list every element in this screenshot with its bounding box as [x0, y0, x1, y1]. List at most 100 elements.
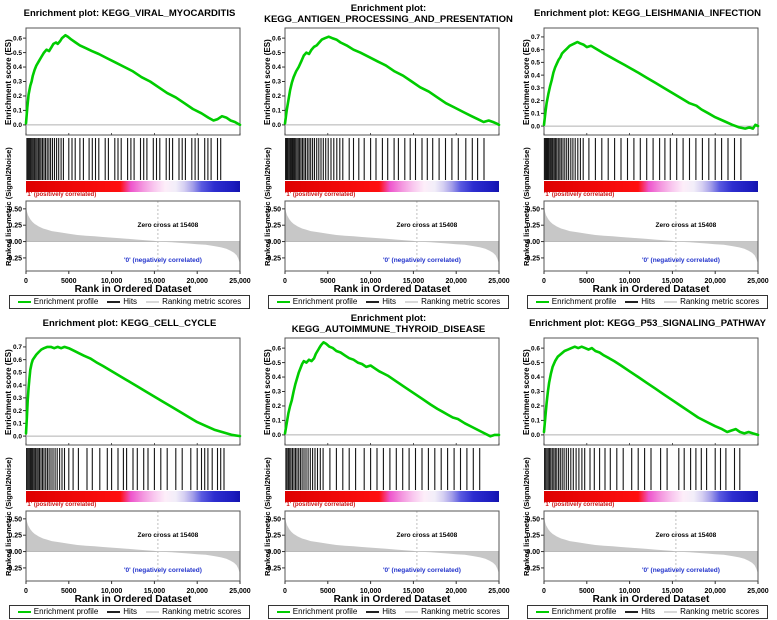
x-tick-label: 15,000	[144, 278, 166, 284]
enrichment-panel-kegg-autoimmune-thyroid-disease: Enrichment plot: KEGG_AUTOIMMUNE_THYROID_…	[259, 310, 518, 620]
legend-box: Enrichment profile Hits Ranking metric sco…	[267, 605, 510, 619]
legend-item-enrichment-profile: Enrichment profile	[276, 297, 357, 306]
metric-plot-frame	[543, 200, 759, 272]
es-y-tick-label: 0.3	[272, 79, 281, 86]
es-y-tick-label: 0.2	[13, 408, 22, 415]
legend-item-label: Enrichment profile	[551, 607, 617, 616]
panel-title: Enrichment plot: KEGG_VIRAL_MYOCARDITIS	[0, 0, 259, 27]
es-y-tick-label: 0.2	[272, 93, 281, 100]
legend: Enrichment profile Hits Ranking metric sco…	[0, 605, 259, 619]
x-tick-label: 25,000	[229, 278, 251, 284]
legend-line-swatch	[146, 300, 160, 303]
es-y-tick-label: 0.4	[272, 374, 281, 381]
metric-y-tick-label: 0.00	[267, 549, 281, 556]
phenotype-color-band	[544, 491, 758, 502]
es-y-tick-label: 0.5	[13, 50, 22, 57]
legend-item-label: Enrichment profile	[551, 297, 617, 306]
negatively-correlated-label: '0' (negatively correlated)	[383, 567, 461, 574]
es-y-tick-label: 0.1	[272, 108, 281, 115]
enrichment-panel-kegg-antigen-processing-and-presentation: Enrichment plot: KEGG_ANTIGEN_PROCESSING_…	[259, 0, 518, 310]
legend: Enrichment profile Hits Ranking metric sco…	[259, 605, 518, 619]
es-y-tick-label: 0.7	[13, 344, 22, 351]
legend-line-swatch	[146, 610, 160, 613]
legend-item-label: Hits	[382, 607, 397, 616]
metric-y-tick-label: 0.50	[267, 206, 281, 213]
es-y-tick-label: 0.3	[13, 79, 22, 86]
es-y-tick-label: 0.0	[13, 433, 22, 440]
legend-item-ranking-metric-scores: Ranking metric scores	[664, 297, 759, 306]
metric-y-tick-label: 0.25	[267, 533, 281, 540]
hits-strip	[26, 138, 222, 180]
metric-plot-frame	[543, 510, 759, 582]
x-tick-label: 10,000	[619, 278, 641, 284]
es-y-tick-label: 0.2	[531, 403, 540, 410]
x-tick-label: 25,000	[747, 278, 769, 284]
legend-line-swatch	[276, 610, 290, 613]
es-y-tick-label: 0.2	[13, 93, 22, 100]
legend-line-swatch	[107, 610, 121, 613]
legend-item-label: Hits	[641, 297, 656, 306]
es-curve-chart: 0.0 0.1 0.2 0.3 0.4 0.5 0.6	[272, 27, 501, 136]
metric-y-tick-label: 0.25	[526, 533, 540, 540]
metric-y-tick-label: 0.00	[267, 239, 281, 246]
legend-line-swatch	[17, 300, 31, 303]
x-tick-label: 10,000	[360, 588, 382, 594]
x-tick-label: 25,000	[488, 278, 510, 284]
positively-correlated-label: '1' (positively correlated)	[26, 502, 97, 508]
metric-y-tick-label: -0.25	[265, 255, 281, 262]
zero-cross-label: Zero cross at 15408	[656, 222, 717, 229]
metric-y-tick-label: 0.25	[267, 223, 281, 230]
es-y-tick-label: 0.4	[531, 374, 540, 381]
legend-item-hits: Hits	[366, 607, 396, 616]
es-y-tick-label: 0.5	[272, 360, 281, 367]
enrichment-panel-kegg-leishmania-infection: Enrichment plot: KEGG_LEISHMANIA_INFECTI…	[518, 0, 777, 310]
es-y-tick-label: 0.5	[13, 370, 22, 377]
metric-y-tick-label: 0.00	[526, 239, 540, 246]
legend-box: Enrichment profile Hits Ranking metric sco…	[8, 605, 251, 619]
enrichment-score-curve	[542, 40, 760, 130]
x-axis-title: Rank in Ordered Dataset	[74, 594, 192, 605]
legend-item-hits: Hits	[366, 297, 396, 306]
x-axis-title: Rank in Ordered Dataset	[592, 594, 710, 605]
panel-title-line: Enrichment plot: KEGG_CELL_CYCLE	[42, 318, 217, 329]
x-tick-label: 10,000	[619, 588, 641, 594]
ranked-metric-chart: 0.50 0.25 0.00 -0.25 0 5000 10,000 15,000 20,000…	[524, 510, 769, 594]
legend-item-enrichment-profile: Enrichment profile	[535, 607, 617, 616]
ranked-metric-area	[285, 515, 499, 577]
es-y-tick-label: 0.5	[272, 50, 281, 57]
x-tick-label: 20,000	[704, 278, 726, 284]
phenotype-color-band	[285, 181, 499, 192]
es-y-tick-label: 0.7	[531, 34, 540, 41]
es-y-tick-label: 0.4	[272, 64, 281, 71]
legend-line-swatch	[664, 300, 678, 303]
legend: Enrichment profile Hits Ranking metric sco…	[259, 295, 518, 309]
legend: Enrichment profile Hits Ranking metric sco…	[0, 295, 259, 309]
hits-strip	[285, 138, 485, 180]
ranked-metric-area	[544, 205, 758, 267]
es-y-tick-label: 0.6	[272, 35, 281, 42]
legend-line-swatch	[535, 610, 549, 613]
legend-line-swatch	[405, 610, 419, 613]
x-tick-label: 5000	[320, 278, 336, 284]
metric-y-tick-label: -0.25	[265, 565, 281, 572]
es-curve-chart: 0.0 0.1 0.2 0.3 0.4 0.5 0.6	[13, 27, 242, 136]
legend-box: Enrichment profile Hits Ranking metric sco…	[526, 605, 769, 619]
legend-item-label: Hits	[123, 297, 138, 306]
es-y-tick-label: 0.0	[13, 122, 22, 129]
es-y-tick-label: 0.6	[531, 47, 540, 54]
es-y-tick-label: 0.3	[531, 389, 540, 396]
metric-y-tick-label: 0.50	[8, 206, 22, 213]
legend-item-label: Ranking metric scores	[421, 297, 501, 306]
enrichment-panel-kegg-cell-cycle: Enrichment plot: KEGG_CELL_CYCLE Enrichme…	[0, 310, 259, 620]
metric-y-tick-label: 0.50	[8, 516, 22, 523]
legend-item-hits: Hits	[625, 297, 655, 306]
positively-correlated-label: '1' (positively correlated)	[544, 502, 615, 508]
phenotype-color-band	[26, 181, 240, 192]
es-y-tick-label: 0.5	[531, 60, 540, 67]
es-y-tick-label: 0.3	[531, 85, 540, 92]
enrichment-score-curve	[283, 35, 501, 127]
x-tick-label: 20,000	[186, 588, 208, 594]
metric-y-tick-label: -0.25	[6, 565, 22, 572]
